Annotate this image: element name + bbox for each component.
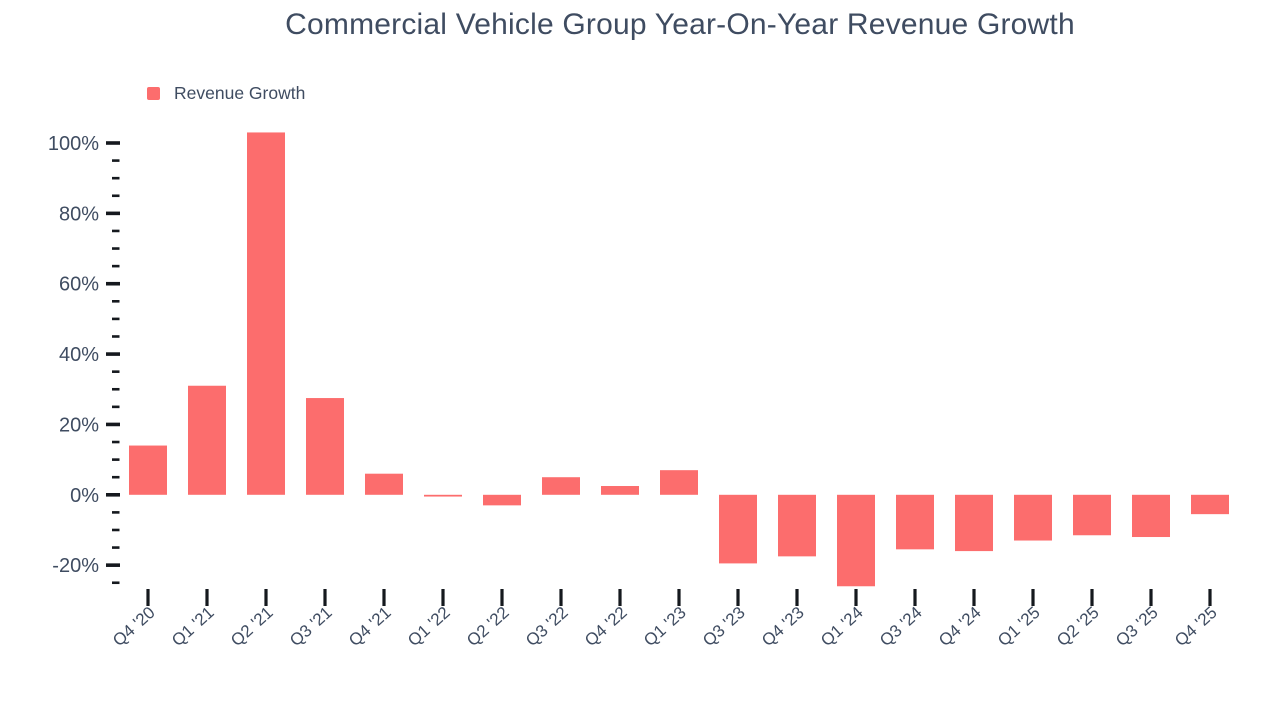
bar-q3-23: [719, 494, 757, 564]
x-tick-label-q3-22: Q3 '22: [522, 603, 572, 650]
y-tick-label: -20%: [52, 555, 99, 577]
bar-q4-23: [778, 494, 816, 557]
x-tick-label-q4-20: Q4 '20: [109, 603, 159, 650]
x-tick-label-q2-21: Q2 '21: [227, 603, 277, 650]
y-tick-label: 0%: [70, 485, 99, 507]
y-tick-label: 100%: [48, 133, 99, 155]
x-tick-label-q4-24: Q4 '24: [935, 603, 985, 650]
x-tick-label-q1-21: Q1 '21: [168, 603, 218, 650]
bar-q4-25: [1191, 494, 1229, 515]
bar-q4-24: [955, 494, 993, 552]
bar-q2-25: [1073, 494, 1111, 536]
chart-title: Commercial Vehicle Group Year-On-Year Re…: [285, 8, 1075, 41]
x-tick-label-q4-21: Q4 '21: [345, 603, 395, 650]
bar-q4-20: [129, 445, 167, 495]
x-tick-label-q1-25: Q1 '25: [994, 603, 1044, 650]
x-tick-label-q4-22: Q4 '22: [581, 603, 631, 650]
legend: Revenue Growth: [147, 83, 305, 104]
x-tick-label-q3-24: Q3 '24: [876, 603, 926, 650]
x-tick-label-q1-23: Q1 '23: [640, 603, 690, 650]
y-axis: 100% 80% 60% 40% 20% 0% -20%: [48, 133, 120, 585]
y-tick-label: 40%: [59, 344, 99, 366]
bar-q1-21: [188, 385, 226, 495]
bar-q1-23: [660, 470, 698, 495]
x-tick-label-q2-22: Q2 '22: [463, 603, 513, 650]
bar-q4-21: [365, 473, 403, 495]
x-tick-label-q1-24: Q1 '24: [817, 603, 867, 650]
bar-q4-22: [601, 486, 639, 495]
y-tick-label: 80%: [59, 203, 99, 225]
bar-q3-25: [1132, 494, 1170, 538]
x-axis: Q4 '20 Q1 '21 Q2 '21 Q3 '21 Q4 '21 Q1 '22 Q2 '…: [109, 589, 1221, 650]
bar-q1-24: [837, 494, 875, 587]
x-tick-label-q3-23: Q3 '23: [699, 603, 749, 650]
x-tick-label-q4-23: Q4 '23: [758, 603, 808, 650]
x-tick-label-q3-25: Q3 '25: [1112, 603, 1162, 650]
bar-q3-22: [542, 477, 580, 495]
legend-label: Revenue Growth: [174, 83, 306, 103]
bar-q2-22: [483, 494, 521, 506]
y-tick-label: 60%: [59, 274, 99, 296]
bar-q3-24: [896, 494, 934, 550]
bar-q3-21: [306, 398, 344, 495]
bar-q2-21: [247, 132, 285, 495]
bars: [129, 132, 1229, 587]
y-tick-label: 20%: [59, 414, 99, 436]
x-tick-label-q4-25: Q4 '25: [1171, 603, 1221, 650]
x-tick-label-q2-25: Q2 '25: [1053, 603, 1103, 650]
x-tick-label-q1-22: Q1 '22: [404, 603, 454, 650]
x-tick-label-q3-21: Q3 '21: [286, 603, 336, 650]
legend-marker-icon: [147, 87, 160, 100]
bar-q1-22: [424, 494, 462, 497]
bar-q1-25: [1014, 494, 1052, 541]
